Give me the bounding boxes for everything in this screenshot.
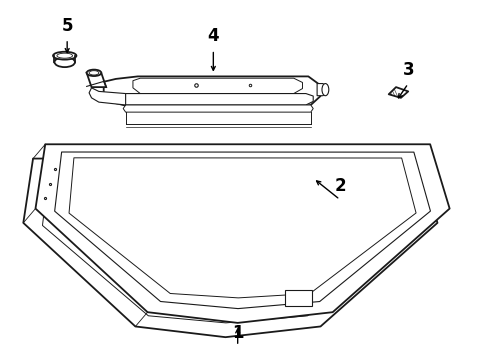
Ellipse shape — [54, 57, 75, 67]
Polygon shape — [35, 144, 450, 323]
FancyBboxPatch shape — [286, 290, 312, 306]
Polygon shape — [104, 76, 320, 109]
Text: 1: 1 — [232, 324, 244, 342]
Text: 2: 2 — [334, 177, 346, 195]
Polygon shape — [123, 105, 313, 112]
Polygon shape — [24, 158, 438, 337]
Polygon shape — [118, 94, 313, 105]
Ellipse shape — [53, 52, 76, 60]
Polygon shape — [317, 84, 327, 96]
Polygon shape — [89, 88, 125, 105]
Text: 3: 3 — [402, 61, 414, 79]
Ellipse shape — [87, 69, 101, 76]
Ellipse shape — [322, 84, 329, 96]
Text: 4: 4 — [208, 27, 219, 45]
Text: 5: 5 — [61, 17, 73, 35]
Polygon shape — [87, 73, 106, 87]
Polygon shape — [389, 87, 408, 98]
